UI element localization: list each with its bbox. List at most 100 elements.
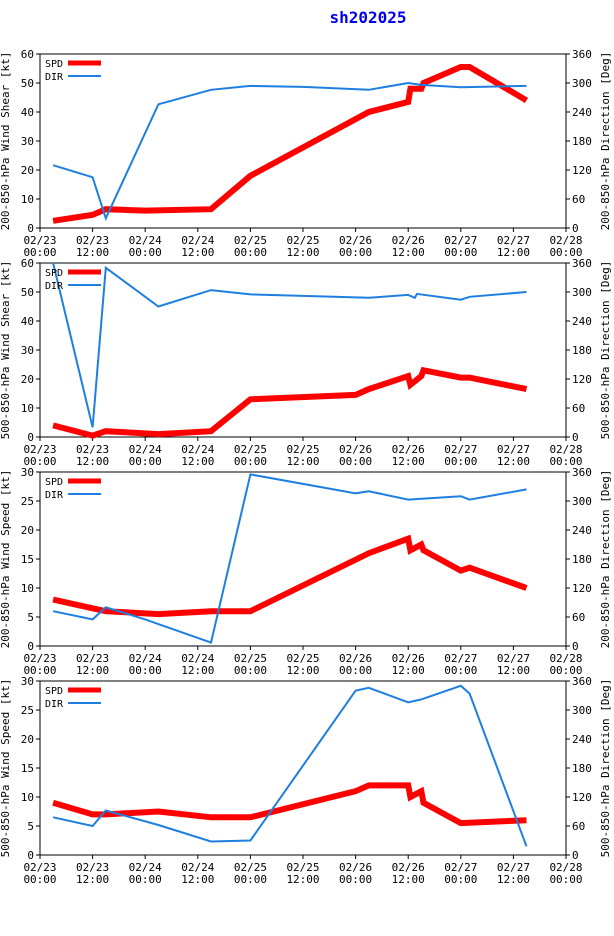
left-tick-label: 25 [21,495,34,508]
right-tick-label: 360 [572,466,592,479]
x-tick-label-date: 02/26 [339,652,372,665]
right-tick-label: 180 [572,135,592,148]
x-tick-label-date: 02/26 [392,861,425,874]
x-tick-label-date: 02/23 [76,443,109,456]
y-axis-label-left: 500-850-hPa Wind Shear [kt] [0,261,12,440]
left-tick-label: 0 [27,431,34,444]
x-tick-label-time: 00:00 [549,664,582,677]
x-tick-label-time: 12:00 [392,246,425,259]
x-tick-label-date: 02/25 [234,861,267,874]
x-tick-label-time: 12:00 [181,873,214,886]
x-tick-label-time: 00:00 [23,246,56,259]
right-tick-label: 240 [572,106,592,119]
x-tick-label-date: 02/25 [234,234,267,247]
x-tick-label-date: 02/28 [549,234,582,247]
x-tick-label-date: 02/24 [129,234,162,247]
x-tick-label-date: 02/25 [286,861,319,874]
left-tick-label: 60 [21,48,34,61]
legend-spd-label: SPD [45,686,63,697]
left-tick-label: 5 [27,611,34,624]
y-axis-label-right: 200-850-hPa Direction [Deg] [599,52,612,231]
x-tick-label-date: 02/24 [181,652,214,665]
x-tick-label-time: 00:00 [23,664,56,677]
y-axis-label-left: 200-850-hPa Wind Shear [kt] [0,52,12,231]
left-tick-label: 15 [21,762,34,775]
x-tick-label-time: 00:00 [23,873,56,886]
x-tick-label-time: 00:00 [234,455,267,468]
right-tick-label: 300 [572,495,592,508]
x-tick-label-time: 12:00 [392,455,425,468]
x-tick-label-time: 12:00 [286,455,319,468]
plot-frame [39,262,567,438]
left-tick-label: 30 [21,344,34,357]
legend-dir-label: DIR [45,490,64,501]
right-tick-label: 180 [572,553,592,566]
spd-series-line [52,782,527,827]
left-tick-label: 10 [21,193,34,206]
x-tick-label-date: 02/26 [392,443,425,456]
x-tick-label-time: 00:00 [129,873,162,886]
x-tick-label-time: 12:00 [497,664,530,677]
x-tick-label-date: 02/26 [392,652,425,665]
y-axis-label-left: 200-850-hPa Wind Speed [kt] [0,470,12,649]
x-tick-label-time: 00:00 [234,664,267,677]
right-tick-label: 180 [572,762,592,775]
x-tick-label-time: 00:00 [444,246,477,259]
right-tick-label: 120 [572,582,592,595]
left-tick-label: 5 [27,820,34,833]
x-tick-label-time: 12:00 [76,873,109,886]
x-tick-label-date: 02/23 [23,861,56,874]
left-tick-label: 10 [21,582,34,595]
right-tick-label: 180 [572,344,592,357]
left-tick-label: 15 [21,553,34,566]
x-tick-label-date: 02/24 [181,861,214,874]
legend-spd-label: SPD [45,477,63,488]
x-tick-label-time: 00:00 [234,246,267,259]
chart-title: sh202025 [329,8,407,27]
x-tick-label-date: 02/26 [339,443,372,456]
x-tick-label-time: 00:00 [549,246,582,259]
x-tick-label-time: 00:00 [23,455,56,468]
x-tick-label-date: 02/25 [286,652,319,665]
right-tick-label: 0 [572,849,579,862]
x-tick-label-date: 02/28 [549,652,582,665]
x-tick-label-date: 02/27 [497,443,530,456]
legend-spd-label: SPD [45,268,63,279]
x-tick-label-time: 12:00 [181,664,214,677]
right-tick-label: 0 [572,222,579,235]
left-tick-label: 0 [27,640,34,653]
dir-series-line [52,262,527,428]
x-tick-label-time: 12:00 [392,664,425,677]
x-tick-label-date: 02/23 [23,652,56,665]
right-tick-label: 360 [572,675,592,688]
right-tick-label: 0 [572,640,579,653]
left-tick-label: 25 [21,704,34,717]
left-tick-label: 0 [27,849,34,862]
x-tick-label-time: 12:00 [286,873,319,886]
right-tick-label: 360 [572,48,592,61]
x-tick-label-date: 02/25 [234,652,267,665]
x-tick-label-time: 12:00 [76,664,109,677]
x-tick-label-time: 00:00 [129,246,162,259]
x-tick-label-time: 00:00 [339,455,372,468]
x-tick-label-date: 02/25 [286,443,319,456]
right-tick-label: 120 [572,791,592,804]
left-tick-label: 20 [21,733,34,746]
right-tick-label: 120 [572,373,592,386]
x-tick-label-time: 12:00 [497,873,530,886]
panel-1: 010203040506006012018024030036002/2300:0… [0,48,612,259]
plot-frame [39,471,567,647]
x-tick-label-date: 02/27 [497,861,530,874]
panel-4: 05101520253006012018024030036002/2300:00… [0,675,612,886]
x-tick-label-date: 02/27 [497,234,530,247]
x-tick-label-time: 00:00 [549,873,582,886]
x-tick-label-date: 02/27 [444,234,477,247]
left-tick-label: 20 [21,524,34,537]
left-tick-label: 10 [21,402,34,415]
x-tick-label-date: 02/28 [549,861,582,874]
x-tick-label-date: 02/26 [339,861,372,874]
x-tick-label-date: 02/24 [181,443,214,456]
right-tick-label: 120 [572,164,592,177]
x-tick-label-time: 12:00 [181,455,214,468]
